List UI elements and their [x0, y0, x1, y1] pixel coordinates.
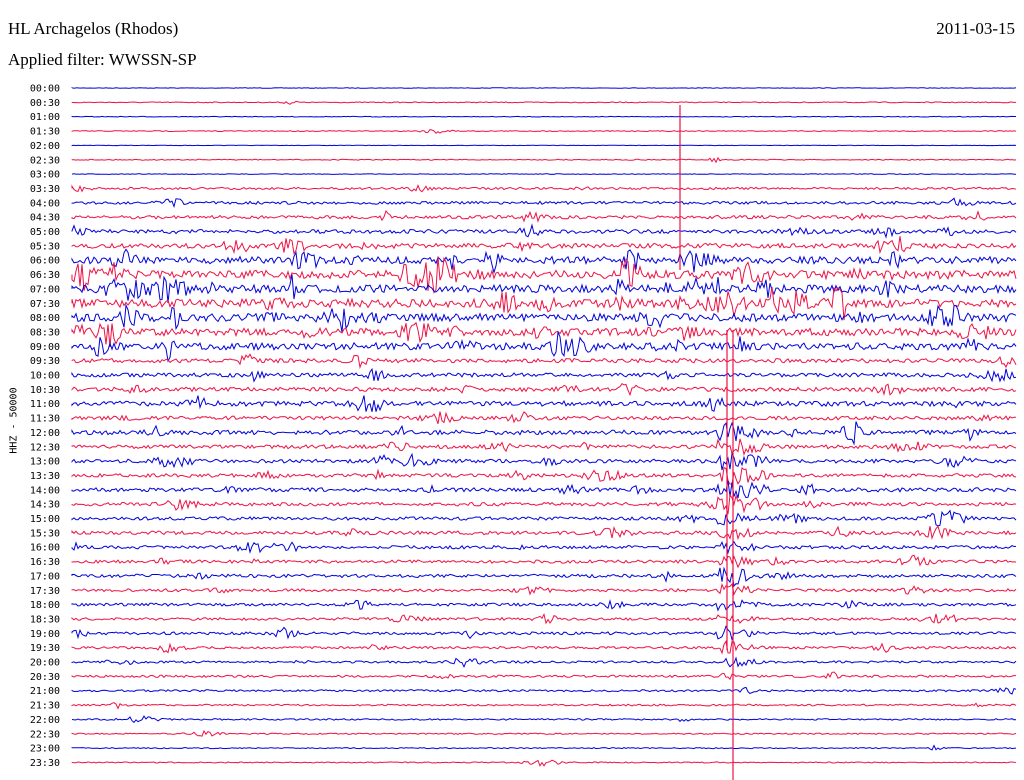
row-time-label: 06:30	[30, 270, 60, 281]
trace-line	[71, 656, 1017, 669]
row-time-label: 20:00	[30, 658, 60, 669]
row-time-label: 04:00	[30, 198, 60, 209]
trace-line	[71, 353, 1017, 370]
trace-line	[71, 466, 1017, 485]
trace-line	[71, 702, 1017, 710]
trace-line	[71, 223, 1017, 239]
trace-line	[71, 274, 1017, 303]
row-time-label: 09:30	[30, 356, 60, 367]
trace-line	[71, 744, 1017, 751]
row-time-label: 23:30	[30, 758, 60, 769]
trace-line	[71, 729, 1017, 737]
trace-line	[71, 612, 1017, 625]
trace-line	[71, 286, 1017, 321]
trace-line	[71, 367, 1017, 383]
row-time-label: 01:00	[30, 112, 60, 123]
trace-line	[71, 480, 1017, 499]
trace-line	[71, 715, 1017, 724]
row-time-label: 11:00	[30, 399, 60, 410]
row-time-label: 02:00	[30, 141, 60, 152]
trace-line	[71, 256, 1017, 294]
row-time-label: 19:30	[30, 643, 60, 654]
row-time-label: 05:30	[30, 241, 60, 252]
trace-line	[71, 209, 1017, 223]
row-time-label: 23:00	[30, 744, 60, 755]
row-time-label: 04:30	[30, 213, 60, 224]
row-time-label: 05:00	[30, 227, 60, 238]
row-time-label: 17:30	[30, 586, 60, 597]
trace-line	[71, 411, 1017, 424]
trace-line	[71, 509, 1017, 527]
row-time-label: 01:30	[30, 127, 60, 138]
row-time-label: 12:30	[30, 442, 60, 453]
trace-line	[71, 156, 1017, 164]
date-label: 2011-03-15	[936, 19, 1015, 38]
row-time-label: 06:00	[30, 256, 60, 267]
trace-line	[71, 395, 1017, 412]
row-time-label: 18:30	[30, 614, 60, 625]
row-time-label: 03:00	[30, 170, 60, 181]
trace-line	[71, 582, 1017, 596]
trace-line	[71, 451, 1017, 471]
trace-line	[71, 115, 1016, 118]
row-time-label: 19:00	[30, 629, 60, 640]
trace-line	[71, 248, 1017, 275]
row-time-label: 02:30	[30, 155, 60, 166]
row-time-label: 00:00	[30, 84, 60, 95]
row-time-label: 10:00	[30, 371, 60, 382]
trace-line	[71, 554, 1017, 569]
row-time-label: 20:30	[30, 672, 60, 683]
row-time-label: 22:00	[30, 715, 60, 726]
row-time-label: 21:00	[30, 686, 60, 697]
row-time-label: 16:30	[30, 557, 60, 568]
trace-line	[71, 330, 1017, 363]
trace-line	[71, 321, 1017, 347]
trace-line	[71, 184, 1017, 193]
row-time-label: 14:30	[30, 500, 60, 511]
row-time-label: 07:00	[30, 284, 60, 295]
trace-line	[71, 598, 1017, 612]
trace-line	[71, 100, 1016, 105]
trace-line	[71, 303, 1017, 332]
row-time-label: 17:00	[30, 571, 60, 582]
trace-line	[71, 421, 1017, 446]
trace-line	[71, 759, 1017, 767]
trace-line	[71, 540, 1017, 555]
row-time-label: 15:00	[30, 514, 60, 525]
trace-line	[71, 236, 1017, 255]
row-time-label: 11:30	[30, 414, 60, 425]
row-time-label: 21:30	[30, 701, 60, 712]
row-time-label: 13:30	[30, 471, 60, 482]
row-time-label: 18:00	[30, 600, 60, 611]
row-time-label: 22:30	[30, 729, 60, 740]
row-time-label: 14:00	[30, 485, 60, 496]
row-time-label: 08:00	[30, 313, 60, 324]
row-time-label: 09:00	[30, 342, 60, 353]
row-time-label: 08:30	[30, 327, 60, 338]
row-time-label: 00:30	[30, 98, 60, 109]
row-time-label: 15:30	[30, 528, 60, 539]
row-time-label: 10:30	[30, 385, 60, 396]
trace-line	[71, 173, 1016, 175]
trace-line	[71, 566, 1017, 588]
trace-line	[71, 671, 1017, 681]
trace-line	[71, 625, 1017, 642]
row-time-label: 13:00	[30, 457, 60, 468]
row-time-label: 12:00	[30, 428, 60, 439]
trace-line	[71, 686, 1017, 695]
trace-line	[71, 438, 1017, 457]
filter-label: Applied filter: WWSSN-SP	[8, 50, 197, 69]
trace-line	[71, 383, 1017, 397]
trace-line	[71, 493, 1017, 515]
trace-line	[71, 197, 1017, 209]
row-time-label: 03:30	[30, 184, 60, 195]
trace-line	[71, 525, 1017, 541]
station-title: HL Archagelos (Rhodos)	[8, 19, 179, 38]
row-time-label: 07:30	[30, 299, 60, 310]
trace-line	[71, 129, 1017, 134]
row-time-label: 16:00	[30, 543, 60, 554]
trace-line	[71, 640, 1017, 655]
